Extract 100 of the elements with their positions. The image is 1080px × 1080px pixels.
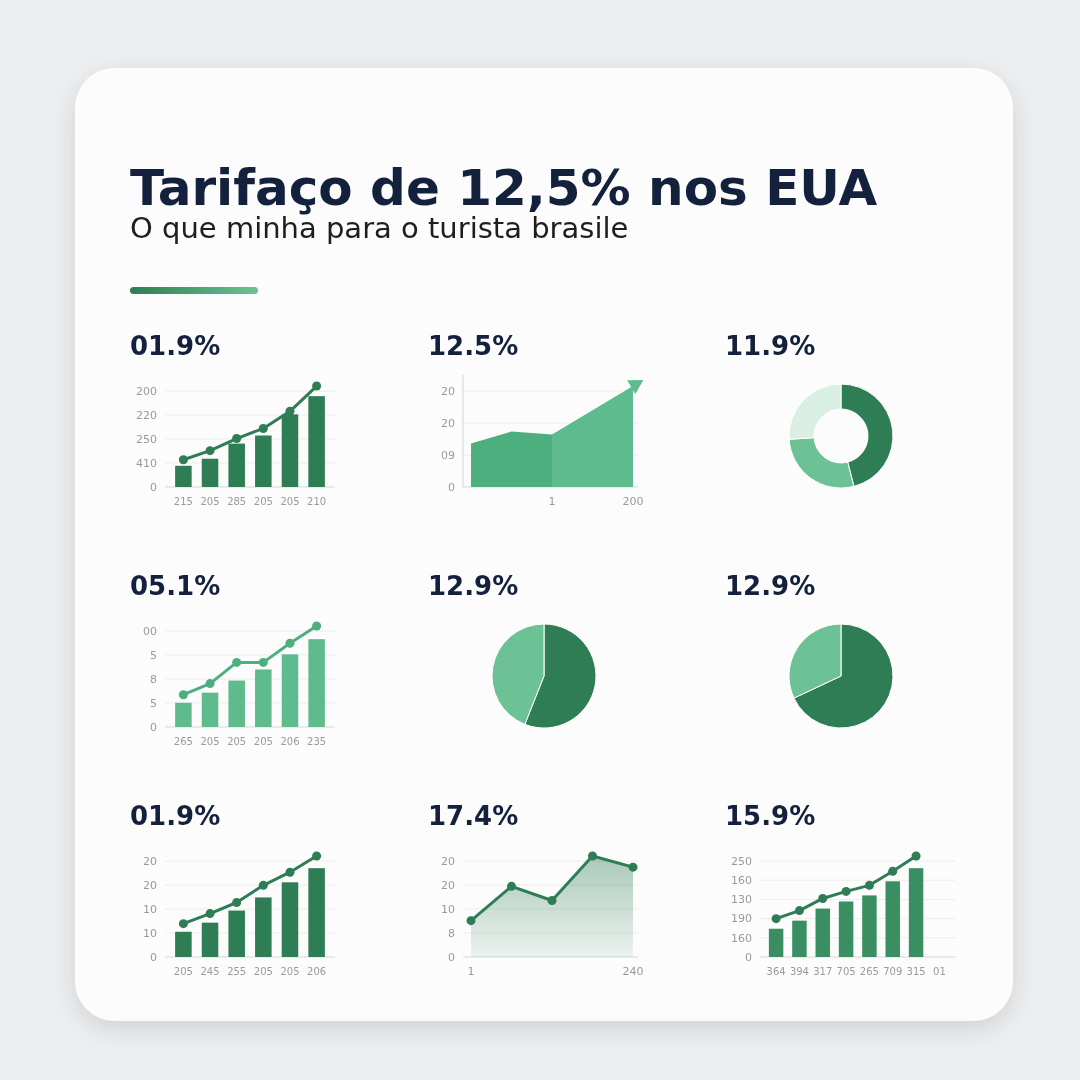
text: 00 [143,624,157,638]
point [628,862,638,872]
chart-title: 05.1% [130,571,221,601]
text: 20 [441,416,455,430]
text: 10 [441,902,455,916]
bar [255,897,272,957]
x-tick-label: 240 [622,965,644,978]
chart-title: 11.9% [725,331,816,361]
text: 5 [150,648,157,662]
text: 160 [731,931,752,945]
bar [228,910,245,957]
chart-title: 12.5% [428,331,519,361]
text: 8 [150,672,157,686]
x-tick-label: 205 [227,736,247,747]
x-tick-label: 205 [253,966,273,977]
x-tick-label: 315 [906,966,926,977]
x-tick-label: 205 [253,496,273,507]
x-tick-label: 205 [173,966,193,977]
point [205,446,215,456]
text: 250 [731,854,752,868]
x-tick-label: 255 [227,966,247,977]
point [285,867,295,877]
text: 8 [448,926,455,940]
x-tick-label: 215 [173,496,193,507]
point [312,851,322,861]
text: 09 [441,448,455,462]
point [888,866,898,876]
text: 10 [143,902,157,916]
text: 20 [143,878,157,892]
point [312,381,322,391]
x-tick-label: 1 [467,965,475,978]
bar [885,881,900,957]
point [232,657,242,667]
point [771,914,781,924]
bar [815,908,830,957]
chart-title: 12.9% [428,571,519,601]
text: 160 [731,874,752,888]
x-tick-label: 205 [280,496,300,507]
point [178,690,188,700]
text: 0 [150,950,157,964]
chart-title: 15.9% [725,801,816,831]
x-tick-label: 205 [280,966,300,977]
text: 0 [448,950,455,964]
chart-title: 01.9% [130,331,221,361]
text: 190 [731,912,752,926]
x-tick-label: 210 [307,496,327,507]
bar [228,680,245,727]
x-tick-label: 317 [813,966,833,977]
text: 20 [441,878,455,892]
x-tick-label: 200 [622,495,644,508]
text: 200 [136,384,157,398]
point [794,906,804,916]
point [232,434,242,444]
point [258,423,268,433]
text: 5 [150,696,157,710]
x-tick-label: 206 [307,966,327,977]
point [911,851,921,861]
x-tick-label: 265 [173,736,193,747]
bar [201,692,219,727]
x-tick-label: 205 [200,736,220,747]
text: 20 [441,854,455,868]
point [588,851,597,861]
text: 410 [136,456,157,470]
text: 0 [150,720,157,734]
x-tick-label: 1 [548,495,556,508]
text: 0 [150,480,157,494]
text: 250 [136,432,157,446]
text: 130 [731,893,752,907]
point [205,909,215,919]
text: 220 [136,408,157,422]
bar [838,901,854,957]
text: 0 [448,480,455,494]
point [205,679,215,689]
point [864,880,874,890]
x-tick-label: 705 [836,966,856,977]
bar [175,702,192,727]
bar [768,928,784,957]
bar [308,639,325,727]
x-tick-label: 394 [789,966,809,977]
x-tick-label: 364 [766,966,786,977]
bar [792,920,807,957]
point [285,406,295,416]
text: 20 [441,384,455,398]
point [178,919,188,929]
chart-title: 17.4% [428,801,519,831]
x-tick-label: 709 [883,966,903,977]
point [178,455,188,465]
x-tick-label: 285 [227,496,247,507]
text: 20 [143,854,157,868]
text: 0 [745,950,752,964]
point [232,897,242,907]
point [258,880,268,890]
text: Tarifaço de 12,5% nos EUA [130,159,878,217]
bar [201,922,219,957]
text: 10 [143,926,157,940]
x-tick-label: 205 [200,496,220,507]
point [547,895,557,905]
x-tick-label: 206 [280,736,300,747]
chart-title: 01.9% [130,801,221,831]
point [507,881,516,891]
